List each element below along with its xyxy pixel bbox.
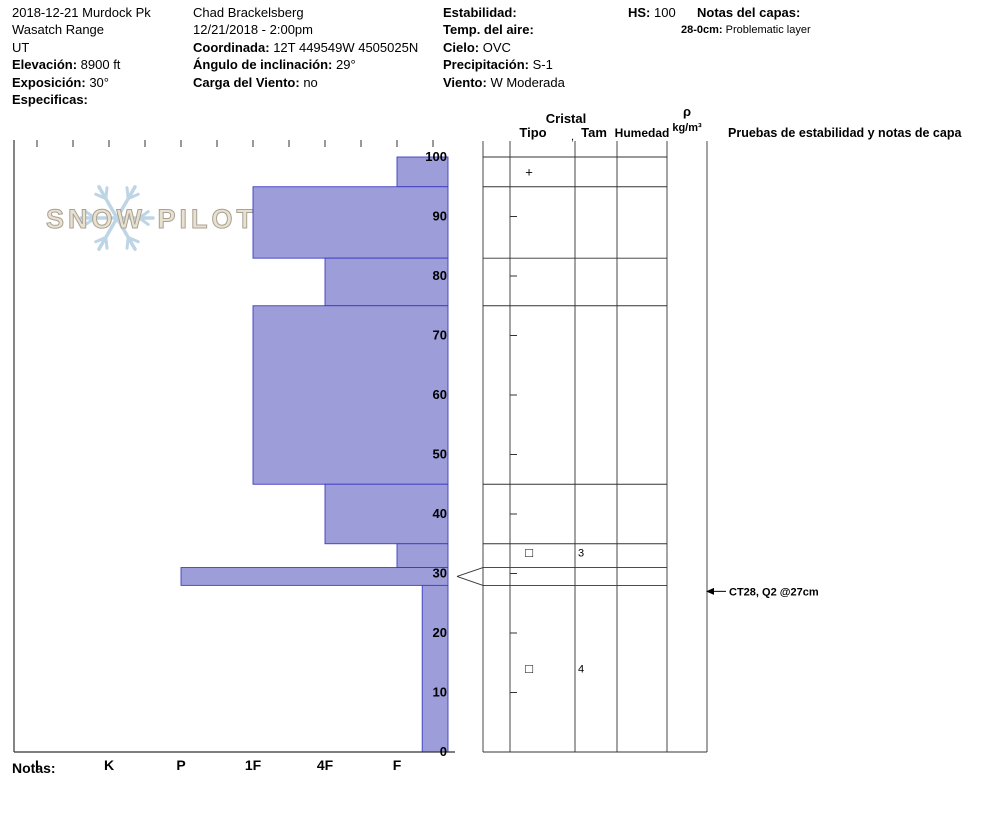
- marked-layer-pointer: [456, 576, 484, 586]
- hardness-bar: [180, 567, 449, 586]
- hardness-axis-label: F: [393, 757, 402, 773]
- pit-title: 2018-12-21 Murdock Pk: [12, 5, 151, 20]
- hardness-bar: [252, 186, 449, 259]
- incline-row: Ángulo de inclinación: 29°: [193, 57, 356, 73]
- depth-axis-label: 90: [433, 209, 447, 224]
- header-layer-notes-column: Notas del capas: 28-0cm: Problematic lay…: [681, 4, 811, 37]
- crystal-symbol: □: [525, 545, 533, 560]
- snowflake-icon: [126, 192, 140, 201]
- wind-row: Viento: W Moderada: [443, 74, 565, 90]
- hardness-bar: [396, 156, 449, 188]
- column-header-tipo: Tipo: [519, 125, 546, 140]
- hardness-axis-label: 1F: [245, 757, 262, 773]
- column-header-cristal: Cristal: [546, 111, 586, 126]
- hardness-axis-label: I: [35, 757, 39, 773]
- depth-axis-label: 0: [440, 744, 447, 759]
- hardness-axis-label: P: [176, 757, 185, 773]
- snowflake-icon: [94, 192, 108, 201]
- windload-row: Carga del Viento: no: [193, 74, 318, 90]
- hardness-axis-label: K: [104, 757, 114, 773]
- observer-name: Chad Brackelsberg: [193, 5, 304, 20]
- snowflake-icon: [97, 185, 119, 220]
- hs-row: HS: 100: [628, 5, 676, 20]
- layer-notes-title: Notas del capas:: [697, 5, 801, 20]
- crystal-size-value: 3: [578, 548, 584, 560]
- notes-footer-label: Notas:: [12, 760, 56, 776]
- hardness-bar: [252, 305, 449, 485]
- depth-axis-label: 30: [433, 566, 447, 581]
- depth-axis-label: 10: [433, 685, 447, 700]
- header-hs-column: HS: 100: [628, 4, 676, 21]
- snowpilot-logo-text: SNOW PILOT: [46, 204, 257, 234]
- depth-axis-label: 20: [433, 625, 447, 640]
- snowflake-icon: [84, 210, 97, 220]
- depth-axis-label: 50: [433, 447, 447, 462]
- snowflake-icon: [125, 235, 130, 250]
- snowflake-icon: [104, 186, 109, 201]
- column-header-tam: Tam: [581, 125, 607, 140]
- snowflake-icon: [97, 216, 119, 251]
- coordinates-row: Coordinada: 12T 449549W 4505025N: [193, 39, 419, 55]
- sky-row: Cielo: OVC: [443, 39, 511, 55]
- layer-note-row: 28-0cm: Problematic layer: [681, 24, 811, 37]
- snowflake-icon: [104, 235, 109, 250]
- hardness-bar: [421, 584, 449, 753]
- elevation-row: Elevación: 8900 ft: [12, 57, 121, 73]
- snowflake-icon: [125, 186, 130, 201]
- column-header-tests: Pruebas de estabilidad y notas de capa: [728, 126, 962, 140]
- pit-state: UT: [12, 39, 30, 55]
- hardness-bar: [324, 483, 449, 545]
- specifics-row: Especificas:: [12, 92, 88, 108]
- airtemp-row: Temp. del aire:: [443, 22, 534, 38]
- crystal-size-value: 4: [578, 664, 584, 676]
- depth-axis-label: 70: [433, 328, 447, 343]
- test-arrow-head-icon: [706, 587, 714, 595]
- snowflake-icon: [115, 216, 137, 251]
- header-weather-column: Estabilidad: Temp. del aire: Cielo: OVC …: [443, 4, 565, 91]
- snowflake-icon: [84, 216, 97, 226]
- snowflake-icon: [94, 235, 108, 244]
- crystal-symbol: +: [525, 164, 533, 179]
- hardness-bar: [396, 543, 449, 568]
- marked-layer-pointer: [456, 567, 484, 577]
- hardness-bar: [324, 257, 449, 307]
- snowflake-icon: [137, 210, 150, 220]
- column-header-rho-unit: kg/m³: [672, 122, 702, 134]
- header-location-column: 2018-12-21 Murdock Pk Wasatch Range UT E…: [12, 4, 151, 108]
- hardness-axis-label: 4F: [317, 757, 334, 773]
- depth-axis-label: 100: [425, 149, 447, 164]
- snowflake-icon: [126, 235, 140, 244]
- stability-test-annotation: CT28, Q2 @27cm: [729, 586, 819, 598]
- pit-range: Wasatch Range: [12, 22, 105, 38]
- column-header-separator: ,: [571, 131, 574, 143]
- column-header-rho: ρ: [683, 104, 691, 119]
- header-observer-column: Chad Brackelsberg 12/21/2018 - 2:00pm Co…: [193, 4, 418, 91]
- stability-row: Estabilidad:: [443, 5, 517, 20]
- snowflake-icon: [137, 216, 150, 226]
- crystal-symbol: □: [525, 661, 533, 676]
- snowflake-icon: [115, 185, 137, 220]
- depth-axis-label: 40: [433, 506, 447, 521]
- precip-row: Precipitación: S-1: [443, 57, 553, 73]
- aspect-row: Exposición: 30°: [12, 74, 109, 90]
- observation-datetime: 12/21/2018 - 2:00pm: [193, 22, 313, 38]
- depth-axis-label: 80: [433, 268, 447, 283]
- depth-axis-label: 60: [433, 387, 447, 402]
- column-header-humedad: Humedad: [615, 126, 670, 140]
